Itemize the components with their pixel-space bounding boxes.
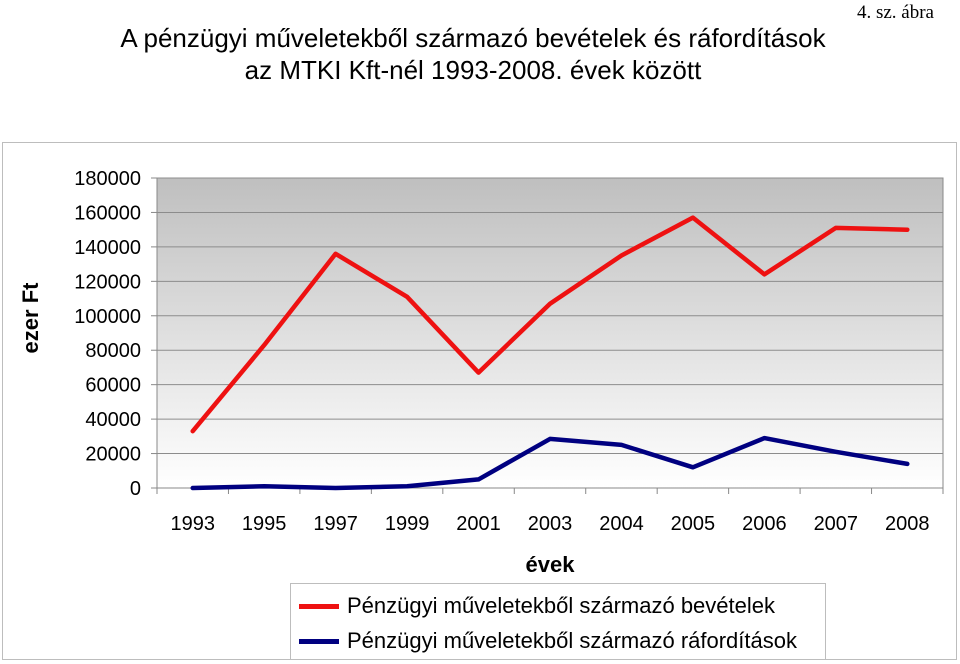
y-tick-label: 160000 [74, 202, 141, 224]
y-tick-label: 20000 [85, 444, 141, 466]
chart-title-line-2: az MTKI Kft-nél 1993-2008. évek között [244, 55, 702, 85]
chart-title-line-1: A pénzügyi műveletekből származó bevétel… [120, 23, 826, 53]
gridlines [151, 177, 943, 489]
x-tick-label: 2001 [456, 513, 501, 535]
y-tick-label: 180000 [74, 168, 141, 190]
x-tick-label: 2004 [599, 513, 644, 535]
figure-number: 4. sz. ábra [856, 2, 934, 23]
x-axis-label: évek [526, 552, 576, 577]
x-tick-label: 1995 [242, 513, 287, 535]
y-tick-label: 140000 [74, 237, 141, 259]
series-lines [190, 215, 910, 491]
legend-swatch-expenses [299, 638, 339, 644]
x-tick-label: 1999 [385, 513, 430, 535]
legend-label-revenue: Pénzügyi műveletekből származó bevételek [347, 593, 776, 618]
x-tick-label: 2008 [885, 513, 930, 535]
y-tick-label: 60000 [85, 375, 141, 397]
x-tick-label: 2005 [671, 513, 716, 535]
plot-area [156, 177, 944, 489]
chart-title: A pénzügyi műveletekből származó bevétel… [0, 22, 946, 86]
y-tick-label: 100000 [74, 306, 141, 328]
x-tick-label: 2007 [814, 513, 859, 535]
legend-swatch-revenue [299, 603, 339, 609]
y-tick-label: 0 [130, 478, 141, 500]
x-axis-tick-labels: 1993 1995 1997 1999 2001 2003 2004 2005 2006 2007… [170, 513, 929, 535]
x-tick-label: 1997 [313, 513, 358, 535]
y-axis-tick-labels: 0 20000 40000 60000 80000 100000 120000 140000 1… [74, 168, 141, 500]
legend-item-expenses: Pénzügyi műveletekből származó ráfordítá… [299, 624, 797, 658]
y-axis-label: ezer Ft [18, 282, 43, 354]
legend: Pénzügyi műveletekből származó bevételek… [290, 583, 826, 660]
legend-item-revenue: Pénzügyi műveletekből származó bevételek [299, 589, 775, 623]
x-tick-label: 1993 [170, 513, 215, 535]
y-tick-label: 40000 [85, 409, 141, 431]
x-tick-label: 2003 [528, 513, 573, 535]
x-tick-label: 2006 [742, 513, 787, 535]
series-line-revenue [190, 215, 910, 434]
x-axis-ticks [156, 488, 944, 494]
series-line-expenses [190, 435, 910, 491]
legend-label-expenses: Pénzügyi műveletekből származó ráfordítá… [347, 628, 797, 653]
y-tick-label: 120000 [74, 271, 141, 293]
y-tick-label: 80000 [85, 340, 141, 362]
